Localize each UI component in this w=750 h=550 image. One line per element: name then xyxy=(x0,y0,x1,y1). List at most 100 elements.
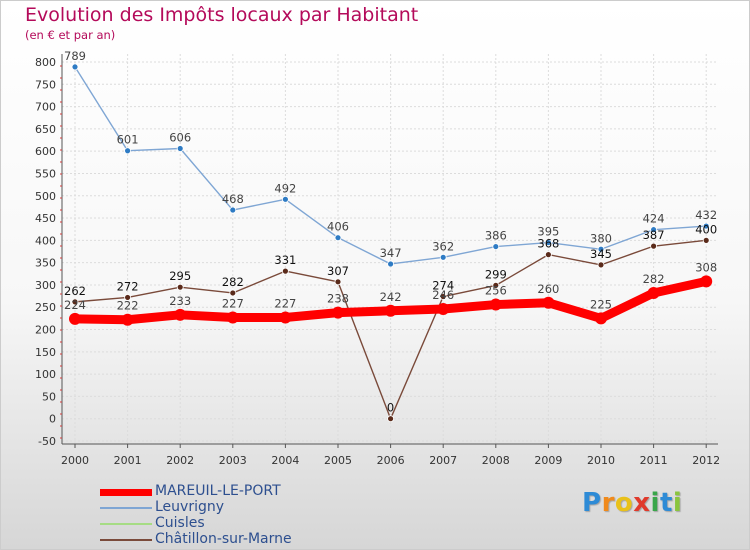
data-point xyxy=(542,296,555,309)
logo-letter: t xyxy=(659,488,673,518)
data-point xyxy=(69,312,81,325)
data-label: 222 xyxy=(117,299,139,313)
data-label: 282 xyxy=(222,275,244,289)
y-tick-label: 600 xyxy=(35,145,56,158)
data-point xyxy=(545,251,552,259)
data-label: 606 xyxy=(169,131,191,145)
logo-letter: i xyxy=(672,488,683,518)
y-tick-label: 150 xyxy=(35,346,56,359)
y-tick-label: 700 xyxy=(35,101,56,114)
data-point xyxy=(437,303,450,316)
data-point xyxy=(226,311,239,324)
legend-label: MAREUIL-LE-PORT xyxy=(155,483,281,499)
data-label: 238 xyxy=(327,292,349,306)
data-point xyxy=(439,253,447,261)
y-tick-label: 350 xyxy=(35,257,56,270)
data-point xyxy=(71,63,79,71)
legend-item-mareuil: MAREUIL-LE-PORT xyxy=(100,483,360,500)
data-point xyxy=(174,308,187,321)
x-tick-label: 2009 xyxy=(534,454,562,467)
legend-label: Cuisles xyxy=(155,515,205,531)
data-point xyxy=(489,298,502,311)
x-tick-label: 2007 xyxy=(429,454,457,467)
data-label: 272 xyxy=(117,279,139,293)
data-point xyxy=(176,283,184,291)
data-label: 282 xyxy=(643,272,665,286)
data-label: 406 xyxy=(327,220,349,234)
data-label: 424 xyxy=(643,212,665,226)
data-point xyxy=(334,278,342,286)
legend-swatch-mareuil xyxy=(100,489,152,496)
data-point xyxy=(545,239,552,246)
data-point xyxy=(332,306,344,319)
data-label: 368 xyxy=(537,237,559,251)
data-point xyxy=(492,281,500,289)
data-label: 347 xyxy=(380,246,402,260)
data-point xyxy=(124,294,131,301)
y-tick-label: 650 xyxy=(35,123,56,136)
data-label: 395 xyxy=(537,225,559,239)
data-label: 242 xyxy=(380,290,402,304)
y-tick-label: 0 xyxy=(49,413,56,426)
logo-letter: P xyxy=(582,488,602,518)
data-point xyxy=(124,147,131,155)
legend-swatch-cuisles xyxy=(100,523,152,525)
data-label: 225 xyxy=(590,297,612,311)
data-point xyxy=(647,286,660,299)
data-label: 601 xyxy=(117,133,139,147)
data-label: 492 xyxy=(274,181,296,195)
data-point xyxy=(702,222,710,230)
data-label: 386 xyxy=(485,229,507,243)
legend-label: Châtillon-sur-Marne xyxy=(155,531,292,547)
legend-item-chatillon: Châtillon-sur-Marne xyxy=(100,531,360,548)
y-tick-label: 100 xyxy=(35,368,56,381)
chart-subtitle: (en € et par an) xyxy=(25,28,116,42)
series-lines xyxy=(69,63,713,423)
data-label: 299 xyxy=(485,267,507,281)
data-point xyxy=(597,261,605,269)
y-tick-label: 800 xyxy=(35,56,56,69)
x-tick-label: 2002 xyxy=(166,454,194,467)
chart-title: Evolution des Impôts locaux par Habitant xyxy=(25,4,419,26)
y-tick-label: 500 xyxy=(35,190,56,203)
x-tick-label: 2001 xyxy=(114,454,142,467)
data-point xyxy=(439,293,447,300)
data-point xyxy=(650,242,657,250)
y-tick-label: -50 xyxy=(38,435,56,448)
data-point xyxy=(229,206,237,214)
legend-swatch-chatillon xyxy=(100,539,152,541)
y-tick-label: 250 xyxy=(35,301,56,314)
x-tick-label: 2004 xyxy=(271,454,299,467)
x-tick-label: 2000 xyxy=(61,454,89,467)
data-point xyxy=(384,304,397,317)
data-labels: 789 601 606 468 492 406 347 362 386 395 380 424 432 2… xyxy=(64,49,717,415)
data-label: 387 xyxy=(643,228,665,242)
data-label: 227 xyxy=(222,296,244,310)
data-label: 224 xyxy=(64,298,86,312)
legend-swatch-leuvrigny xyxy=(100,507,152,509)
x-tick-label: 2005 xyxy=(324,454,352,467)
data-label: 233 xyxy=(169,294,191,308)
x-tick-label: 2011 xyxy=(640,454,668,467)
data-label: 256 xyxy=(485,284,507,298)
data-label: 295 xyxy=(169,269,191,283)
y-tick-label: 550 xyxy=(35,167,56,180)
data-label: 345 xyxy=(590,247,612,261)
data-label: 262 xyxy=(64,284,86,298)
data-label: 362 xyxy=(432,239,454,253)
x-tick-label: 2010 xyxy=(587,454,615,467)
data-label: 274 xyxy=(432,279,454,293)
logo-letter: i xyxy=(650,488,660,518)
proxiti-logo: Proxiti xyxy=(582,488,682,518)
data-point xyxy=(700,275,713,288)
data-point xyxy=(176,145,184,152)
data-label: 380 xyxy=(590,231,612,245)
y-tick-label: 200 xyxy=(35,324,56,337)
data-point xyxy=(229,289,237,297)
data-point xyxy=(387,415,395,423)
y-tick-label: 300 xyxy=(35,279,56,292)
y-tick-label: 50 xyxy=(42,390,56,403)
data-label: 308 xyxy=(695,260,717,274)
x-tick-label: 2012 xyxy=(692,454,720,467)
